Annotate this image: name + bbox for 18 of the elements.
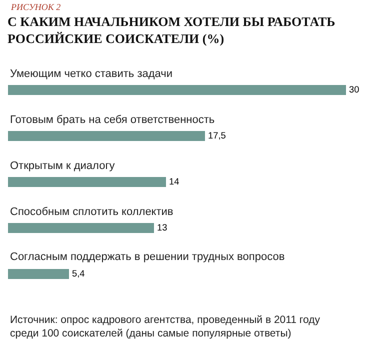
y-tick-label: Готовым брать на себя ответственность — [10, 114, 215, 126]
text: Источник: опрос кадрового агентства, проведенный в 2011 году среди 100 соискателей (даны самые популярные ответы) — [10, 314, 321, 340]
bar — [8, 85, 346, 95]
bar — [8, 223, 154, 233]
bar — [8, 131, 205, 141]
bar — [8, 269, 69, 279]
data-label: 30 — [349, 84, 360, 94]
data-label: 5,4 — [72, 268, 85, 278]
chart-title: С КАКИМ НАЧАЛЬНИКОМ ХОТЕЛИ БЫ РАБОТАТЬ РОССИЙСКИЕ СОИСКАТЕЛИ (%) — [8, 14, 336, 46]
y-tick-label: Способным сплотить коллектив — [10, 206, 174, 218]
bar — [8, 177, 166, 187]
text: РИСУНОК 2 — [10, 2, 62, 12]
y-tick-label: Умеющим четко ставить задачи — [10, 68, 173, 80]
data-label: 14 — [169, 176, 180, 186]
y-tick-label: Согласным поддержать в решении трудных вопросов — [10, 251, 285, 263]
y-tick-label: Открытым к диалогу — [10, 160, 116, 172]
data-label: 17,5 — [208, 130, 226, 140]
data-label: 13 — [157, 222, 168, 232]
